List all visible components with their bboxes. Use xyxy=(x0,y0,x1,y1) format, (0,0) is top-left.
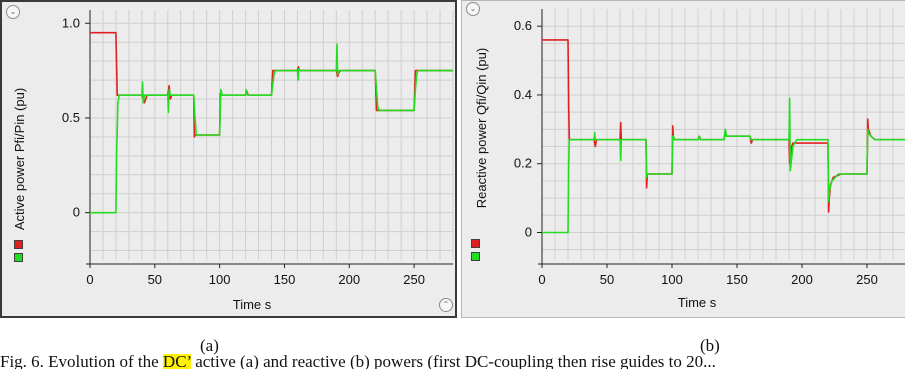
caption-a: (a) xyxy=(200,336,219,355)
chart-b-x-tick-label: 100 xyxy=(661,272,683,287)
chart-b-y-tick-label: 0.4 xyxy=(514,87,532,102)
chart-a-x-tick-label: 50 xyxy=(148,272,162,287)
chevron-down-icon[interactable]: ⌄ xyxy=(466,2,480,16)
chevron-down-icon[interactable]: ⌄ xyxy=(6,5,20,19)
chart-b-series-green xyxy=(542,97,905,234)
chart-a-xlabel: Time s xyxy=(233,297,272,312)
figure-caption-before: Fig. 6. Evolution of the xyxy=(0,354,163,369)
legend-swatch-red xyxy=(14,240,23,249)
chart-b-y-tick-label: 0.6 xyxy=(514,18,532,33)
figure-caption-text: Fig. 6. Evolution of the DC’ active (a) … xyxy=(0,354,905,369)
chart-b-x-tick-label: 250 xyxy=(856,272,878,287)
chart-a-x-tick-label: 100 xyxy=(209,272,231,287)
chart-panel-b: Reactive power Qfi/Qin (pu) Time s 0 50 10… xyxy=(461,0,905,318)
chart-a-series-green xyxy=(90,43,453,214)
caption-b: (b) xyxy=(700,336,720,355)
figure-caption-highlight: DC’ xyxy=(162,354,191,369)
chart-b-svg: Reactive power Qfi/Qin (pu) Time s 0 50 10… xyxy=(474,9,905,310)
figure-caption-after: active (a) and reactive (b) powers (firs… xyxy=(190,354,716,369)
chart-a-y-tick-label: 0.5 xyxy=(62,110,80,125)
chart-a-y-tick-label: 1.0 xyxy=(62,15,80,30)
chevron-up-icon[interactable]: ⌃ xyxy=(439,298,453,312)
chart-a-x-tick-label: 250 xyxy=(403,272,425,287)
chart-a-y-tick-label: 0 xyxy=(73,205,80,220)
chart-panel-a: Active power Pfi/Pin (pu) Time s 0 50 100 1… xyxy=(0,0,457,318)
legend-swatch-red xyxy=(471,239,480,248)
chart-a-svg: Active power Pfi/Pin (pu) Time s 0 50 100 1… xyxy=(12,10,454,312)
chart-b-y-tick-label: 0.2 xyxy=(514,156,532,171)
legend-swatch-green xyxy=(471,252,480,261)
chart-a-x-tick-label: 150 xyxy=(274,272,296,287)
chart-b-x-tick-label: 0 xyxy=(538,272,545,287)
chart-a-x-tick-label: 200 xyxy=(338,272,360,287)
chart-b-x-tick-label: 150 xyxy=(726,272,748,287)
legend-swatch-green xyxy=(14,253,23,262)
chart-b-ylabel: Reactive power Qfi/Qin (pu) xyxy=(474,48,489,208)
chart-b-x-tick-label: 50 xyxy=(600,272,614,287)
chart-a-x-tick-label: 0 xyxy=(86,272,93,287)
chart-b-xlabel: Time s xyxy=(678,295,717,310)
chart-b-x-tick-label: 200 xyxy=(791,272,813,287)
chart-a-ylabel: Active power Pfi/Pin (pu) xyxy=(12,88,27,230)
chart-b-y-tick-label: 0 xyxy=(525,224,532,239)
